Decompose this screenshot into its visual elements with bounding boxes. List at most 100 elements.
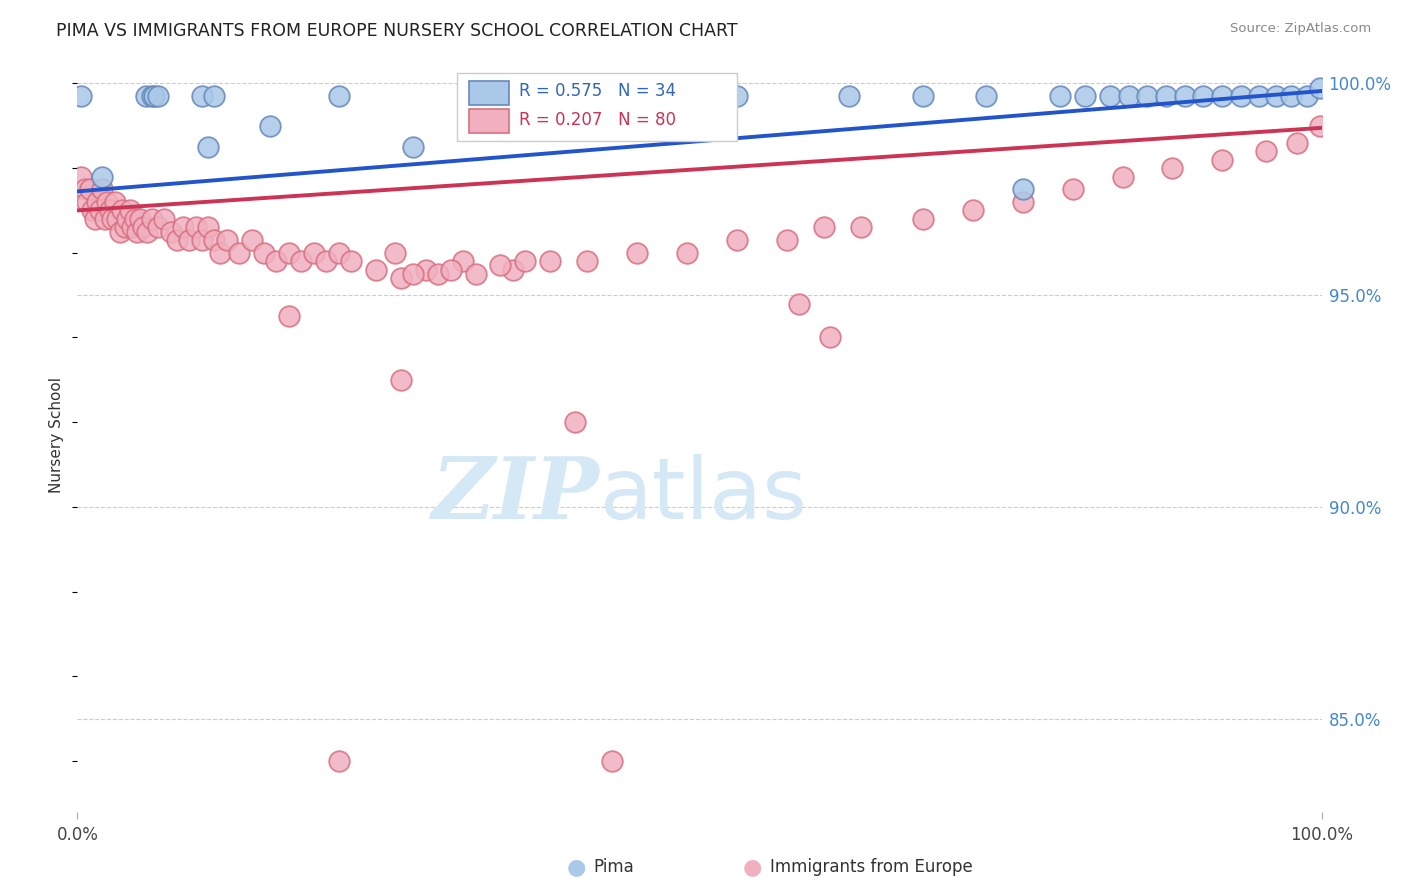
Point	[389, 271, 412, 285]
Point	[364, 262, 387, 277]
Point	[98, 203, 121, 218]
Point	[125, 225, 148, 239]
Point	[121, 220, 143, 235]
Point	[118, 203, 141, 218]
Point	[851, 220, 873, 235]
Point	[838, 89, 860, 103]
Point	[191, 89, 214, 103]
Point	[1012, 182, 1035, 196]
Point	[315, 254, 337, 268]
Point	[389, 373, 412, 387]
Point	[148, 89, 170, 103]
Point	[143, 89, 166, 103]
Point	[340, 254, 363, 268]
Point	[576, 254, 599, 268]
Point	[1074, 89, 1097, 103]
Point	[197, 140, 219, 154]
Point	[253, 245, 276, 260]
Point	[1285, 136, 1308, 150]
Text: Pima: Pima	[593, 858, 634, 876]
Point	[172, 220, 194, 235]
Point	[105, 211, 128, 226]
Point	[179, 233, 201, 247]
FancyBboxPatch shape	[457, 73, 737, 141]
Point	[912, 211, 935, 226]
Point	[290, 254, 312, 268]
Point	[1049, 89, 1071, 103]
Point	[73, 182, 96, 196]
Point	[402, 140, 425, 154]
Point	[79, 182, 101, 196]
Point	[384, 245, 406, 260]
Point	[277, 245, 299, 260]
Text: PIMA VS IMMIGRANTS FROM EUROPE NURSERY SCHOOL CORRELATION CHART: PIMA VS IMMIGRANTS FROM EUROPE NURSERY S…	[56, 22, 738, 40]
Point	[538, 254, 561, 268]
Point	[76, 194, 98, 209]
Point	[626, 245, 648, 260]
Point	[328, 245, 350, 260]
Point	[962, 203, 984, 218]
Point	[1264, 89, 1286, 103]
Point	[240, 233, 263, 247]
Point	[974, 89, 997, 103]
Point	[1192, 89, 1215, 103]
Point	[775, 233, 797, 247]
Point	[1309, 80, 1331, 95]
Point	[451, 254, 474, 268]
Point	[228, 245, 250, 260]
Point	[1118, 89, 1140, 103]
Point	[135, 89, 157, 103]
Point	[202, 233, 225, 247]
Point	[1062, 182, 1084, 196]
Point	[124, 211, 146, 226]
Point	[415, 262, 437, 277]
Point	[589, 89, 612, 103]
Text: ●: ●	[742, 857, 762, 877]
Point	[141, 89, 163, 103]
Point	[108, 225, 131, 239]
Point	[166, 233, 188, 247]
Point	[402, 267, 425, 281]
Point	[1174, 89, 1197, 103]
Point	[259, 119, 281, 133]
Text: R = 0.207   N = 80: R = 0.207 N = 80	[519, 111, 676, 128]
Point	[89, 203, 111, 218]
Point	[184, 220, 207, 235]
Point	[111, 203, 134, 218]
Point	[1154, 89, 1177, 103]
Point	[141, 211, 163, 226]
Point	[159, 225, 181, 239]
Point	[1111, 169, 1133, 184]
Point	[502, 262, 524, 277]
Point	[136, 225, 159, 239]
Point	[202, 89, 225, 103]
Point	[93, 211, 115, 226]
Point	[725, 233, 748, 247]
Point	[602, 754, 624, 768]
Text: atlas: atlas	[600, 454, 808, 537]
Point	[464, 267, 486, 281]
Point	[302, 245, 325, 260]
Point	[114, 220, 136, 235]
Point	[489, 259, 512, 273]
Point	[91, 169, 114, 184]
Point	[1249, 89, 1271, 103]
Point	[427, 267, 450, 281]
Point	[818, 330, 841, 344]
Point	[128, 211, 150, 226]
Point	[96, 194, 118, 209]
Point	[83, 211, 105, 226]
Point	[564, 415, 586, 429]
Text: ●: ●	[567, 857, 586, 877]
Point	[209, 245, 232, 260]
Point	[1254, 144, 1277, 158]
Point	[132, 220, 155, 235]
Point	[104, 194, 127, 209]
Point	[91, 182, 114, 196]
Point	[328, 89, 350, 103]
Point	[101, 211, 124, 226]
Point	[1211, 153, 1233, 167]
Y-axis label: Nursery School: Nursery School	[49, 376, 65, 493]
Point	[1099, 89, 1122, 103]
Point	[215, 233, 238, 247]
